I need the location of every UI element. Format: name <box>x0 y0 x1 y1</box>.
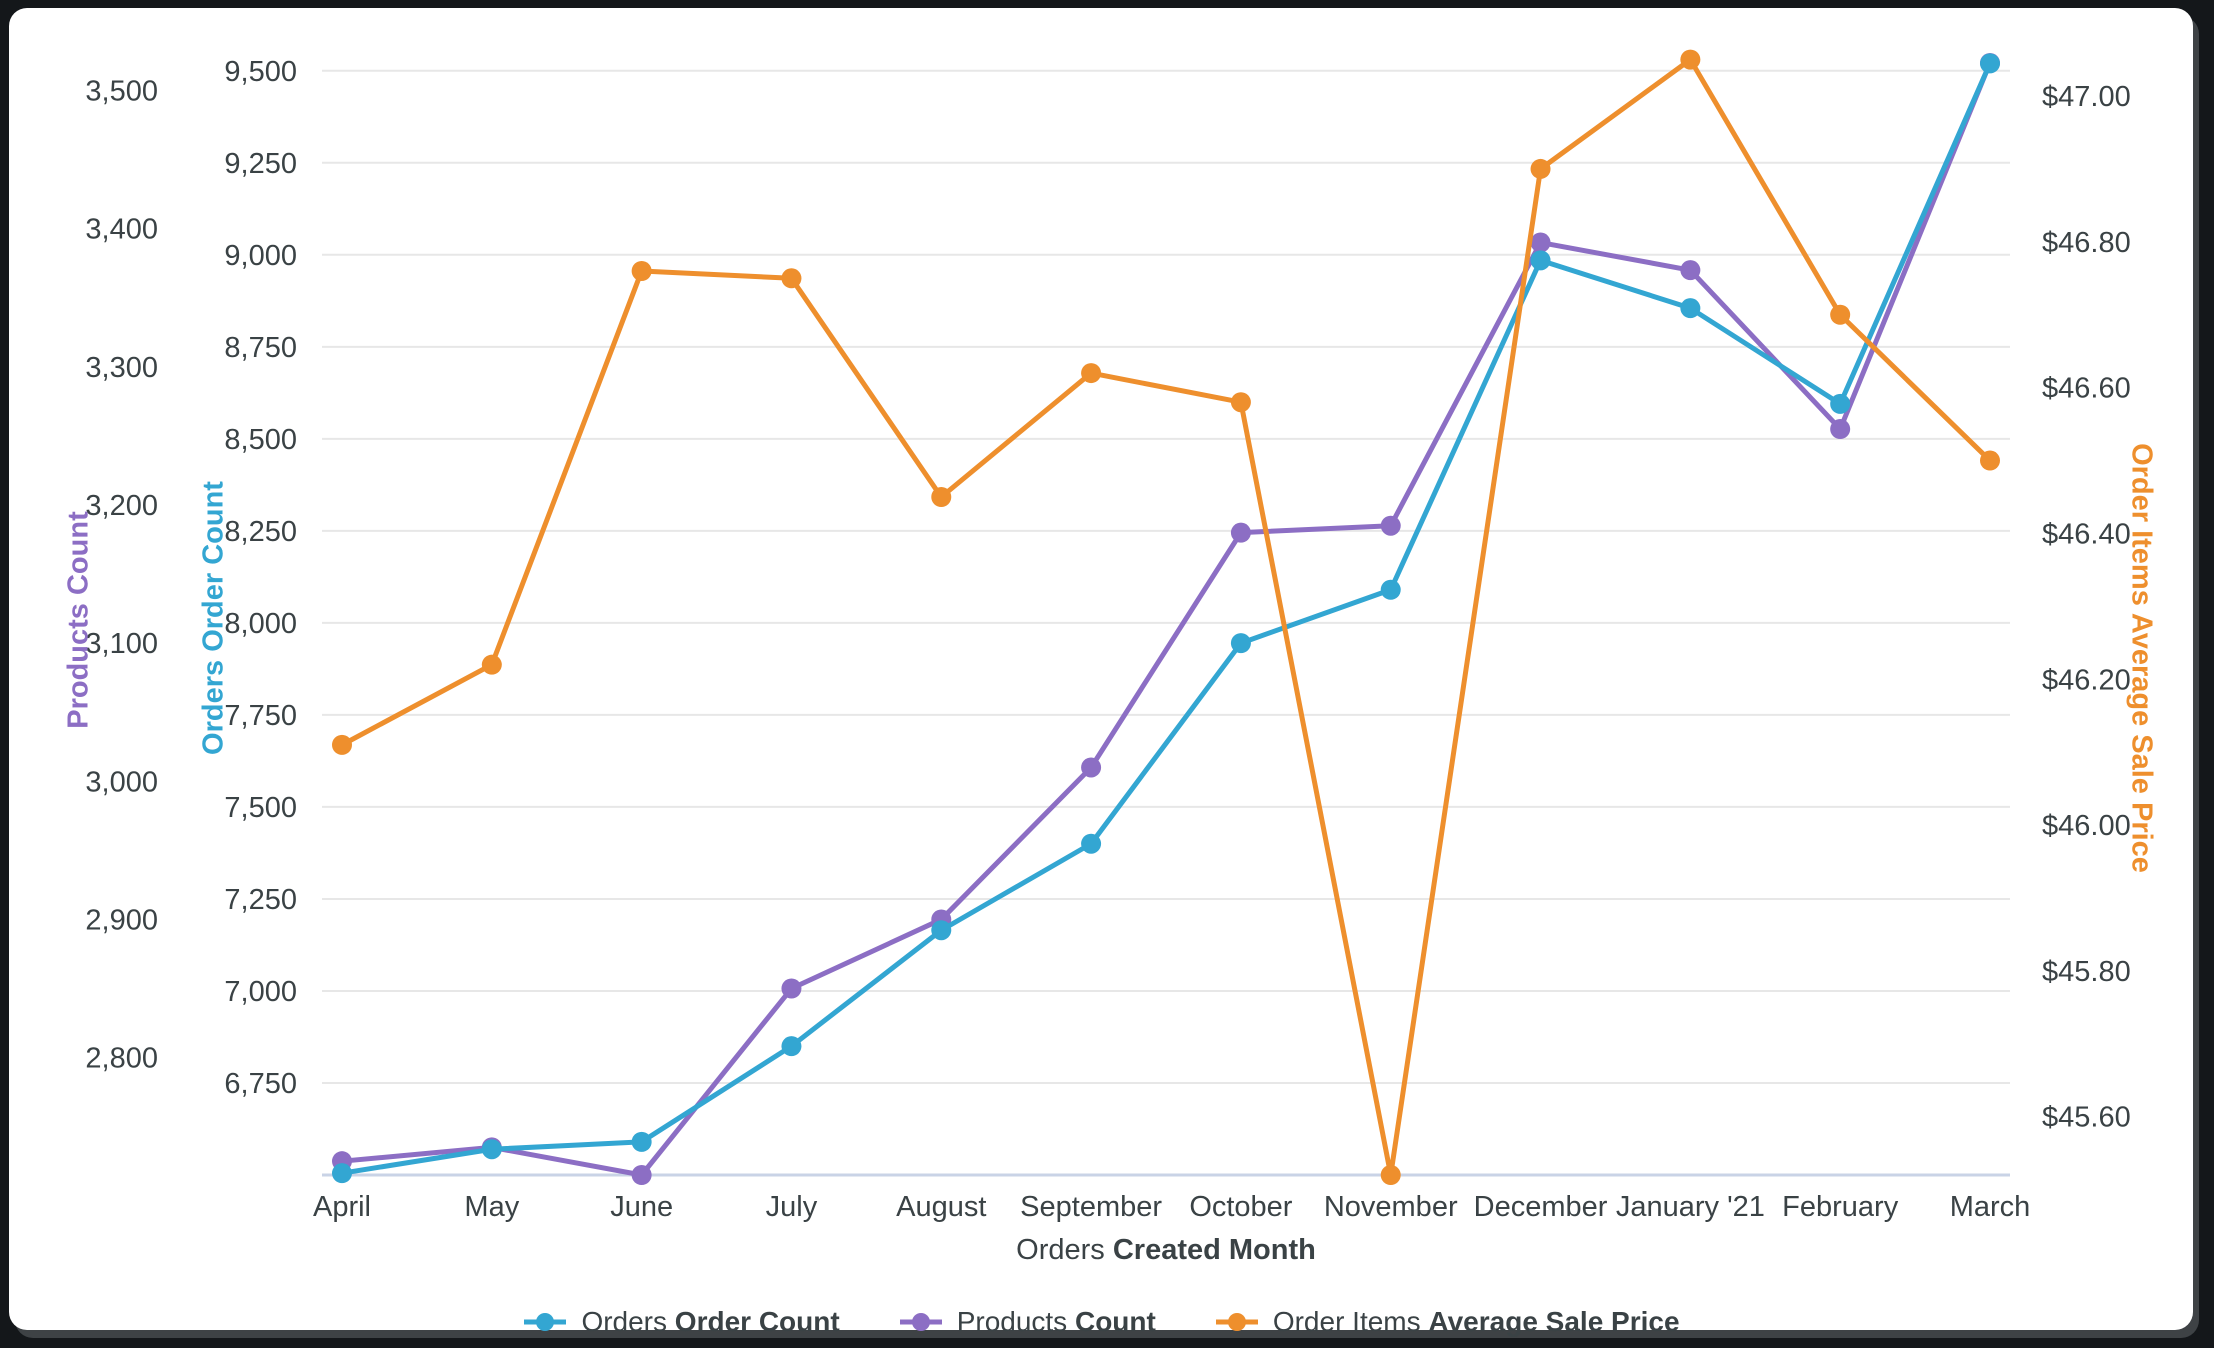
legend-item-orders-order-count[interactable]: Orders Order Count <box>522 1306 840 1338</box>
x-tick-label: September <box>1020 1191 1162 1223</box>
data-point-order-items-average-sale-price-6[interactable] <box>1230 392 1251 413</box>
data-point-orders-order-count-2[interactable] <box>631 1131 652 1152</box>
y-tick-label-price: $46.20 <box>2042 664 2131 696</box>
axis-title-orders-order-count: Orders Order Count <box>197 481 230 755</box>
data-point-products-count-10[interactable] <box>1830 419 1851 440</box>
data-point-order-items-average-sale-price-9[interactable] <box>1680 49 1701 70</box>
data-point-products-count-6[interactable] <box>1230 522 1251 543</box>
data-point-orders-order-count-3[interactable] <box>781 1036 802 1057</box>
y-tick-label-orders: 6,750 <box>224 1068 297 1100</box>
axis-title-products-count: Products Count <box>62 511 95 729</box>
y-tick-label-products: 3,300 <box>85 352 158 384</box>
legend-label-order-items-average-sale-price: Order Items Average Sale Price <box>1272 1306 1680 1337</box>
data-point-order-items-average-sale-price-5[interactable] <box>1081 363 1102 384</box>
data-point-products-count-3[interactable] <box>781 978 802 999</box>
y-tick-label-orders: 7,000 <box>224 976 297 1008</box>
legend-item-products-count[interactable]: Products Count <box>898 1306 1156 1338</box>
x-tick-label: October <box>1189 1191 1292 1223</box>
y-tick-label-products: 2,900 <box>85 904 158 936</box>
y-tick-label-products: 3,100 <box>85 628 158 660</box>
y-tick-label-orders: 9,000 <box>224 240 297 272</box>
y-tick-label-products: 2,800 <box>85 1043 158 1075</box>
x-tick-label: April <box>313 1191 371 1223</box>
legend-marker-orders-order-count <box>524 1313 567 1331</box>
legend-marker-order-items-average-sale-price <box>1215 1313 1258 1331</box>
series-line-products-count <box>339 60 1993 1178</box>
data-point-order-items-average-sale-price-10[interactable] <box>1830 304 1851 325</box>
line-chart: April May June July August September October No… <box>85 49 2131 1223</box>
legend-label-products-count: Products Count <box>956 1306 1156 1337</box>
data-point-orders-order-count-7[interactable] <box>1380 579 1401 600</box>
y-tick-label-products: 3,200 <box>85 490 158 522</box>
x-axis-title-bold: Created Month <box>1112 1234 1316 1266</box>
data-point-order-items-average-sale-price-11[interactable] <box>1980 450 2000 471</box>
y-tick-label-orders: 7,250 <box>224 884 297 916</box>
y-tick-label-price: $46.60 <box>2042 373 2131 405</box>
y-tick-label-products: 3,500 <box>85 76 158 108</box>
data-point-order-items-average-sale-price-7[interactable] <box>1380 1165 1401 1185</box>
x-tick-label: February <box>1782 1191 1899 1223</box>
x-tick-label: November <box>1324 1191 1458 1223</box>
axis-title-order-items-average-sale-price: Order Items Average Sale Price <box>2125 443 2158 873</box>
data-point-orders-order-count-0[interactable] <box>332 1163 352 1184</box>
y-tick-label-price: $45.60 <box>2042 1102 2131 1134</box>
data-point-order-items-average-sale-price-1[interactable] <box>481 654 502 675</box>
data-point-orders-order-count-1[interactable] <box>481 1139 502 1160</box>
data-point-order-items-average-sale-price-0[interactable] <box>332 734 352 755</box>
y-tick-label-orders: 8,750 <box>224 332 297 364</box>
data-point-products-count-2[interactable] <box>631 1165 652 1185</box>
y-tick-label-price: $46.40 <box>2042 518 2131 550</box>
y-tick-label-products: 3,000 <box>85 766 158 798</box>
x-axis-title-prefix: Orders <box>1016 1234 1113 1266</box>
data-point-orders-order-count-10[interactable] <box>1830 393 1851 414</box>
legend-marker-products-count <box>899 1313 942 1331</box>
legend-label-orders-order-count: Orders Order Count <box>581 1306 840 1337</box>
y-tick-label-orders: 8,500 <box>224 424 297 456</box>
x-tick-label: March <box>1950 1191 2031 1223</box>
y-tick-label-orders: 8,250 <box>224 516 297 548</box>
x-tick-label: May <box>464 1191 519 1223</box>
data-point-orders-order-count-8[interactable] <box>1530 250 1551 271</box>
data-point-products-count-9[interactable] <box>1680 260 1701 281</box>
x-tick-label: January '21 <box>1616 1191 1765 1223</box>
y-tick-label-price: $47.00 <box>2042 81 2131 113</box>
y-tick-label-orders: 9,500 <box>224 56 297 88</box>
data-point-orders-order-count-5[interactable] <box>1081 833 1102 854</box>
x-tick-label: August <box>896 1191 986 1223</box>
data-point-orders-order-count-6[interactable] <box>1230 633 1251 654</box>
x-axis-title: Orders Created Month <box>322 1234 2010 1267</box>
legend: Orders Order Count Products Count Order It… <box>9 1306 2193 1338</box>
y-tick-label-orders: 7,500 <box>224 792 297 824</box>
x-tick-label: June <box>610 1191 673 1223</box>
x-tick-label: December <box>1474 1191 1608 1223</box>
data-point-orders-order-count-11[interactable] <box>1980 53 2000 74</box>
series-line-orders-order-count <box>339 60 1993 1176</box>
data-point-order-items-average-sale-price-2[interactable] <box>631 261 652 281</box>
data-point-order-items-average-sale-price-8[interactable] <box>1530 158 1551 179</box>
data-point-order-items-average-sale-price-4[interactable] <box>931 487 952 507</box>
data-point-orders-order-count-9[interactable] <box>1680 298 1701 319</box>
y-tick-label-products: 3,400 <box>85 214 158 246</box>
data-point-order-items-average-sale-price-3[interactable] <box>781 268 802 289</box>
y-tick-label-price: $45.80 <box>2042 956 2131 988</box>
data-point-orders-order-count-4[interactable] <box>931 920 952 941</box>
data-point-products-count-7[interactable] <box>1380 515 1401 536</box>
series-line-order-items-average-sale-price <box>339 57 1993 1178</box>
data-point-products-count-8[interactable] <box>1530 232 1551 253</box>
y-tick-label-price: $46.80 <box>2042 227 2131 259</box>
chart-card: April May June July August September October No… <box>9 8 2193 1337</box>
y-tick-label-orders: 9,250 <box>224 148 297 180</box>
x-tick-label: July <box>766 1191 818 1223</box>
y-tick-label-orders: 7,750 <box>224 700 297 732</box>
data-point-products-count-5[interactable] <box>1081 757 1102 778</box>
y-tick-label-price: $46.00 <box>2042 810 2131 842</box>
legend-item-order-items-average-sale-price[interactable]: Order Items Average Sale Price <box>1214 1306 1680 1338</box>
y-tick-label-orders: 8,000 <box>224 608 297 640</box>
